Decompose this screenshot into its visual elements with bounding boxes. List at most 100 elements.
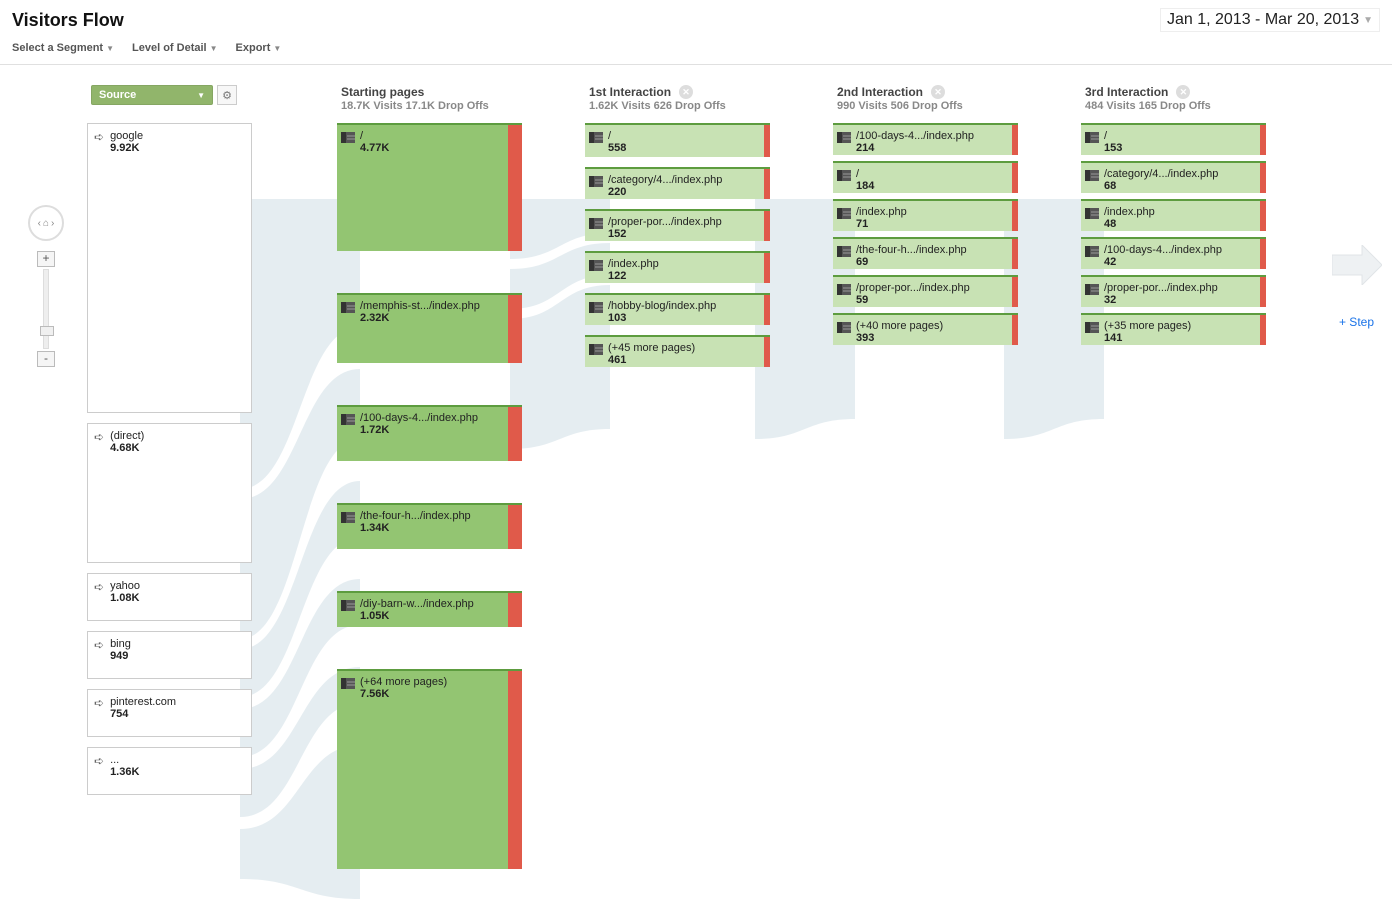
page-node[interactable]: /category/4.../index.php 220 bbox=[585, 167, 770, 199]
page-node[interactable]: / 153 bbox=[1081, 123, 1266, 155]
page-icon bbox=[589, 344, 603, 355]
page-node[interactable]: /proper-por.../index.php 152 bbox=[585, 209, 770, 241]
source-value: 1.08K bbox=[110, 592, 140, 604]
page-value: 68 bbox=[1104, 180, 1218, 192]
export-dropdown[interactable]: Export ▼ bbox=[236, 42, 282, 54]
page-icon bbox=[589, 132, 603, 143]
page-label: /proper-por.../index.php bbox=[1104, 282, 1218, 294]
close-column-button[interactable]: ✕ bbox=[1176, 85, 1190, 99]
page-value: 558 bbox=[608, 142, 626, 154]
zoom-slider-thumb[interactable] bbox=[40, 326, 54, 336]
page-icon bbox=[589, 260, 603, 271]
page-node[interactable]: /100-days-4.../index.php 1.72K bbox=[337, 405, 522, 461]
spacer bbox=[337, 627, 522, 669]
page-label: / bbox=[360, 130, 389, 142]
page-value: 103 bbox=[608, 312, 716, 324]
zoom-slider-track[interactable] bbox=[43, 269, 49, 349]
page-node[interactable]: / 4.77K bbox=[337, 123, 522, 251]
spacer bbox=[585, 325, 770, 335]
page-label: /category/4.../index.php bbox=[608, 174, 722, 186]
zoom-in-button[interactable]: + bbox=[37, 251, 55, 267]
close-column-button[interactable]: ✕ bbox=[931, 85, 945, 99]
dropoff-bar bbox=[508, 593, 522, 627]
page-node[interactable]: /diy-barn-w.../index.php 1.05K bbox=[337, 591, 522, 627]
add-step-button[interactable]: + Step bbox=[1339, 315, 1374, 329]
page-label: /the-four-h.../index.php bbox=[360, 510, 471, 522]
source-node[interactable]: ➪ pinterest.com 754 bbox=[87, 689, 252, 737]
page-icon bbox=[341, 678, 355, 689]
page-label: / bbox=[608, 130, 626, 142]
page-icon bbox=[837, 246, 851, 257]
page-node[interactable]: /the-four-h.../index.php 1.34K bbox=[337, 503, 522, 549]
page-value: 48 bbox=[1104, 218, 1155, 230]
page-node[interactable]: /index.php 71 bbox=[833, 199, 1018, 231]
page-value: 153 bbox=[1104, 142, 1122, 154]
column-title: 1st Interaction bbox=[589, 85, 671, 99]
page-node[interactable]: /category/4.../index.php 68 bbox=[1081, 161, 1266, 193]
page-icon bbox=[837, 170, 851, 181]
page-node[interactable]: (+35 more pages) 141 bbox=[1081, 313, 1266, 345]
page-node[interactable]: /hobby-blog/index.php 103 bbox=[585, 293, 770, 325]
settings-button[interactable]: ⚙ bbox=[217, 85, 237, 105]
page-label: /proper-por.../index.php bbox=[608, 216, 722, 228]
caret-down-icon: ▼ bbox=[273, 44, 281, 53]
page-value: 461 bbox=[608, 354, 695, 366]
page-node[interactable]: (+40 more pages) 393 bbox=[833, 313, 1018, 345]
dropoff-bar bbox=[1260, 125, 1266, 155]
page-node[interactable]: / 184 bbox=[833, 161, 1018, 193]
source-node[interactable]: ➪ bing 949 bbox=[87, 631, 252, 679]
page-node[interactable]: /index.php 122 bbox=[585, 251, 770, 283]
source-node[interactable]: ➪ ... 1.36K bbox=[87, 747, 252, 795]
page-value: 32 bbox=[1104, 294, 1218, 306]
page-node[interactable]: /memphis-st.../index.php 2.32K bbox=[337, 293, 522, 363]
column-subtitle: 18.7K Visits 17.1K Drop Offs bbox=[341, 100, 585, 112]
dropoff-bar bbox=[764, 125, 770, 157]
page-node[interactable]: /proper-por.../index.php 32 bbox=[1081, 275, 1266, 307]
source-arrow-icon: ➪ bbox=[94, 431, 104, 443]
dropoff-bar bbox=[1260, 315, 1266, 345]
close-column-button[interactable]: ✕ bbox=[679, 85, 693, 99]
segment-dropdown[interactable]: Select a Segment ▼ bbox=[12, 42, 114, 54]
source-node[interactable]: ➪ (direct) 4.68K bbox=[87, 423, 252, 563]
source-node[interactable]: ➪ google 9.92K bbox=[87, 123, 252, 413]
page-node[interactable]: /proper-por.../index.php 59 bbox=[833, 275, 1018, 307]
dimension-dropdown[interactable]: Source ▼ bbox=[91, 85, 213, 105]
page-node[interactable]: /100-days-4.../index.php 214 bbox=[833, 123, 1018, 155]
dimension-label: Source bbox=[99, 89, 136, 101]
page-node[interactable]: (+64 more pages) 7.56K bbox=[337, 669, 522, 869]
step-column: Starting pages 18.7K Visits 17.1K Drop O… bbox=[337, 85, 585, 869]
page-value: 152 bbox=[608, 228, 722, 240]
page-label: /category/4.../index.php bbox=[1104, 168, 1218, 180]
home-button[interactable]: ‹ ⌂ › bbox=[28, 205, 64, 241]
page-value: 141 bbox=[1104, 332, 1191, 344]
page-value: 122 bbox=[608, 270, 659, 282]
page-icon bbox=[837, 132, 851, 143]
detail-label: Level of Detail bbox=[132, 42, 207, 54]
page-icon bbox=[837, 322, 851, 333]
source-arrow-icon: ➪ bbox=[94, 581, 104, 593]
page-node[interactable]: (+45 more pages) 461 bbox=[585, 335, 770, 367]
home-icon: ⌂ bbox=[43, 218, 49, 229]
page-node[interactable]: / 558 bbox=[585, 123, 770, 157]
column-subtitle: 990 Visits 506 Drop Offs bbox=[837, 100, 1081, 112]
next-step-arrow[interactable] bbox=[1332, 245, 1382, 285]
page-node[interactable]: /index.php 48 bbox=[1081, 199, 1266, 231]
zoom-out-button[interactable]: - bbox=[37, 351, 55, 367]
source-label: ... bbox=[110, 754, 139, 766]
page-value: 2.32K bbox=[360, 312, 480, 324]
source-label: (direct) bbox=[110, 430, 144, 442]
page-icon bbox=[1085, 208, 1099, 219]
page-value: 69 bbox=[856, 256, 967, 268]
date-range-picker[interactable]: Jan 1, 2013 - Mar 20, 2013 ▼ bbox=[1160, 8, 1380, 32]
detail-dropdown[interactable]: Level of Detail ▼ bbox=[132, 42, 218, 54]
page-icon bbox=[589, 302, 603, 313]
page-icon bbox=[837, 208, 851, 219]
page-icon bbox=[341, 302, 355, 313]
spacer bbox=[585, 283, 770, 293]
page-label: /diy-barn-w.../index.php bbox=[360, 598, 474, 610]
page-node[interactable]: /the-four-h.../index.php 69 bbox=[833, 237, 1018, 269]
gear-icon: ⚙ bbox=[222, 89, 232, 102]
page-node[interactable]: /100-days-4.../index.php 42 bbox=[1081, 237, 1266, 269]
source-node[interactable]: ➪ yahoo 1.08K bbox=[87, 573, 252, 621]
page-label: /index.php bbox=[1104, 206, 1155, 218]
